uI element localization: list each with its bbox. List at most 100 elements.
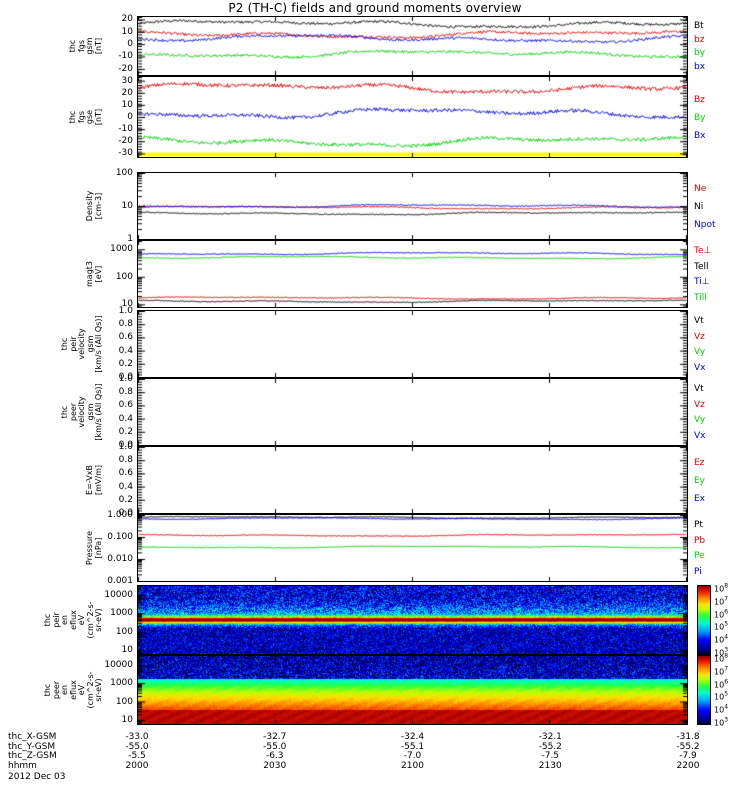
legend-item-bz[interactable]: bz xyxy=(694,34,705,45)
legend-item-pb[interactable]: Pb xyxy=(694,535,706,546)
ylabel-magt3: magt3 [eV] xyxy=(85,240,103,308)
ytick-label-magt3: 1000 xyxy=(110,244,133,255)
peir-eflux-colorbar-tick: 103 xyxy=(714,646,729,658)
legend-fgs-gsm: Bt bz by bx xyxy=(694,20,705,74)
xaxis-value-z-gsm: -7.5 xyxy=(541,751,560,762)
ylabel-efield: E=-VxB [mV/m] xyxy=(85,446,103,514)
ytick-label-peir-velocity: 0.2 xyxy=(118,358,133,369)
legend-item-bx[interactable]: Bx xyxy=(694,131,706,141)
xaxis-value-x-gsm: -31.8 xyxy=(676,732,700,742)
legend-item-vz[interactable]: Vz xyxy=(694,331,705,342)
ylabel-line: eV xyxy=(76,684,86,696)
ylabel-line: [km/s (All Qs)] xyxy=(93,383,103,441)
xaxis-row-label-thc-y-gsm: thc_Y-GSM xyxy=(8,741,56,752)
ylabel-line: thc xyxy=(42,683,52,697)
ytick-label-efield: 0.4 xyxy=(118,481,133,492)
ylabel-line: sr-eV) xyxy=(93,608,103,632)
legend-efield: Ez Ey Ex xyxy=(694,454,705,508)
legend-magt3: Te⊥ Tell Ti⊥ Till xyxy=(694,244,711,306)
ytick-label-fgs-gse: 30 xyxy=(121,75,133,86)
legend-item-pe[interactable]: Pe xyxy=(694,551,705,561)
panel-pressure xyxy=(137,514,688,582)
legend-item-bz[interactable]: Bz xyxy=(694,95,705,105)
xaxis-value-y-gsm: -55.2 xyxy=(538,741,562,752)
legend-item-ey[interactable]: Ey xyxy=(694,476,706,486)
xaxis-value-z-gsm: -6.3 xyxy=(265,751,284,762)
panel-density xyxy=(137,172,688,240)
xaxis-value-z-gsm: -7.9 xyxy=(679,751,697,762)
ytick-label-fgs-gse: -30 xyxy=(118,148,133,159)
ytick-label-density: 1 xyxy=(127,234,133,244)
panel-canvas-pressure xyxy=(138,515,687,581)
ylabel-line: [mV/m] xyxy=(93,465,103,495)
ytick-label-peer-velocity: 0.6 xyxy=(118,400,133,411)
ytick-label-fgs-gse: 10 xyxy=(121,99,133,110)
panel-canvas-peer-velocity xyxy=(138,379,687,445)
legend-item-pi[interactable]: Pi xyxy=(694,566,702,577)
ytick-label-peer-velocity: 0.2 xyxy=(118,426,133,437)
legend-item-vt[interactable]: Vt xyxy=(694,384,704,394)
ytick-label-density: 100 xyxy=(115,168,133,178)
ylabel-line: sr-eV) xyxy=(93,678,103,702)
ytick-label-magt3: 100 xyxy=(115,271,133,282)
legend-item-npot[interactable]: Npot xyxy=(694,220,716,230)
ylabel-line: thc xyxy=(59,405,69,419)
panel-peir-eflux xyxy=(137,585,688,655)
ytick-label-fgs-gse: 20 xyxy=(121,87,133,98)
ytick-label-efield: 1.0 xyxy=(118,442,133,452)
legend-item-vy[interactable]: Vy xyxy=(694,415,706,425)
legend-fgs-gse: Bz By Bx xyxy=(694,91,706,145)
panel-peir-velocity xyxy=(137,310,688,378)
ytick-label-peir-eflux: 10000 xyxy=(104,589,133,600)
ytick-label-fgs-gsm: -20 xyxy=(118,63,133,74)
ytick-label-peir-eflux: 100 xyxy=(115,626,133,637)
peer-eflux-colorbar xyxy=(697,655,711,725)
xaxis-value-x-gsm: -32.7 xyxy=(263,732,287,742)
peer-eflux-colorbar-tick: 105 xyxy=(714,691,729,702)
xaxis-value-hhmm: 2200 xyxy=(676,760,700,771)
peir-eflux-colorbar-tick: 104 xyxy=(714,633,729,645)
ytick-label-efield: 0.6 xyxy=(118,468,133,479)
ylabel-pressure: Pressure [nPa] xyxy=(85,514,103,582)
legend-item-vy[interactable]: Vy xyxy=(694,347,706,357)
legend-item-vx[interactable]: Vx xyxy=(694,362,706,373)
legend-item-vt[interactable]: Vt xyxy=(694,316,704,326)
ytick-label-peer-eflux: 1000 xyxy=(110,678,133,689)
ytick-label-peir-velocity: 0.6 xyxy=(118,332,133,343)
ytick-label-pressure: 0.001 xyxy=(107,576,133,586)
legend-item-ez[interactable]: Ez xyxy=(694,458,705,468)
legend-item-ex[interactable]: Ex xyxy=(694,494,706,504)
legend-item-vx[interactable]: Vx xyxy=(694,430,706,441)
panel-canvas-density xyxy=(138,173,687,239)
ylabel-peer-eflux: thc peer en eflux eV (cm^2-s-sr-eV) xyxy=(42,655,104,725)
peir-eflux-colorbar-gradient xyxy=(698,586,710,654)
ytick-label-efield: 0.0 xyxy=(118,508,133,518)
xaxis-value-y-gsm: -55.0 xyxy=(125,741,149,752)
legend-item-ti-[interactable]: Ti⊥ xyxy=(694,277,710,287)
ytick-label-pressure: 0.010 xyxy=(107,554,133,564)
legend-item-pt[interactable]: Pt xyxy=(694,520,703,530)
legend-item-ni[interactable]: Ni xyxy=(694,202,704,212)
panel-canvas-magt3 xyxy=(138,241,687,307)
ylabel-line: [nT] xyxy=(93,37,103,55)
ytick-label-peer-eflux: 10000 xyxy=(104,659,133,670)
date-label: 2012 Dec 03 xyxy=(8,772,66,783)
xaxis-row-label-thc-z-gsm: thc_Z-GSM xyxy=(8,751,57,762)
xaxis-value-y-gsm: -55.2 xyxy=(676,741,700,752)
legend-item-bt[interactable]: Bt xyxy=(694,21,704,31)
ylabel-line: [km/s (All Qs)] xyxy=(93,315,103,373)
ylabel-peir-velocity: thc peir velocity gsm [km/s (All Qs)] xyxy=(60,310,104,378)
legend-item-bx[interactable]: bx xyxy=(694,61,706,72)
legend-item-ne[interactable]: Ne xyxy=(694,184,707,194)
legend-item-by[interactable]: By xyxy=(694,113,706,123)
ytick-label-peer-velocity: 1.0 xyxy=(118,374,133,384)
legend-item-till[interactable]: Till xyxy=(694,292,707,303)
legend-item-vz[interactable]: Vz xyxy=(694,399,705,410)
peer-eflux-colorbar-tick: 107 xyxy=(714,665,729,677)
ylabel-line: velocity xyxy=(76,396,86,428)
legend-item-tell[interactable]: Tell xyxy=(694,261,709,272)
ytick-label-density: 10 xyxy=(121,201,133,211)
legend-item-by[interactable]: by xyxy=(694,48,706,58)
ylabel-peer-velocity: thc peer velocity gsm [km/s (All Qs)] xyxy=(59,378,104,446)
legend-item-te-[interactable]: Te⊥ xyxy=(694,246,712,256)
